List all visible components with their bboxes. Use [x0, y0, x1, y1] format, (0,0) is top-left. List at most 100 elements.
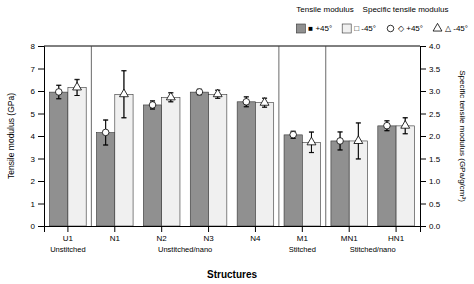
y2-axis-tick-label: 2.0 — [429, 132, 441, 141]
point — [260, 98, 269, 106]
y-axis-tick: 7 — [31, 65, 44, 74]
legend-swatch — [342, 24, 351, 33]
x-axis-title: Structures — [207, 269, 257, 280]
legend-item: ■ +45° — [296, 24, 332, 33]
x-axis-tick: M1 — [297, 226, 309, 243]
legend-swatch — [296, 24, 305, 33]
y-axis-tick-mark — [38, 69, 44, 70]
legend-header: Tensile modulus Specific tensile modulus — [296, 5, 448, 14]
y2-axis-tick-label: 2.5 — [429, 110, 441, 119]
y-axis-tick-mark — [38, 204, 44, 205]
y2-axis-tick: 0.5 — [420, 200, 441, 209]
y-axis-tick: 3 — [31, 155, 44, 164]
error-bars — [56, 85, 389, 150]
group-label: Stitched — [289, 245, 316, 254]
error-bar — [56, 85, 61, 99]
x-axis-tick-mark — [161, 226, 162, 232]
point — [73, 82, 82, 90]
x-axis-tick-mark — [255, 226, 256, 232]
y2-axis-tick-mark — [420, 159, 426, 160]
y-axis-tick-label: 4 — [31, 132, 36, 141]
point-series — [73, 71, 410, 159]
y-axis-tick: 1 — [31, 200, 44, 209]
point — [384, 122, 391, 129]
y-axis-tick-mark — [38, 159, 44, 160]
y-axis-line — [38, 47, 45, 227]
point-error-bar — [244, 97, 249, 107]
y2-axis-tick: 1.5 — [420, 155, 441, 164]
group-separator — [325, 46, 326, 226]
point-error-bar — [150, 101, 155, 109]
error-bar — [244, 97, 249, 107]
legend-label: □ -45° — [354, 24, 376, 33]
y2-axis-tick-label: 0.5 — [429, 200, 441, 209]
legend-item: ◇ +45° — [387, 24, 423, 33]
x-axis-tick: N3 — [203, 226, 214, 243]
x-axis: U1N1N2N3N4M1MN1HN1 — [45, 226, 421, 243]
x-axis-tick-label: N2 — [157, 234, 168, 243]
y-axis-tick-label: 7 — [31, 65, 36, 74]
y-axis-tick: 8 — [31, 42, 44, 51]
y-axis-tick-label: 8 — [31, 42, 36, 51]
error-bar — [150, 101, 155, 109]
bar — [143, 105, 161, 226]
legend-swatch — [433, 23, 442, 31]
point — [55, 89, 62, 96]
point — [213, 89, 222, 97]
y2-axis-tick: 4.0 — [420, 42, 441, 51]
y-axis-tick-label: 5 — [31, 110, 36, 119]
y2-axis-tick-mark — [420, 181, 426, 182]
legend: ■ +45° □ -45° ◇ +45° △ -45° Tensile modulus … — [296, 5, 468, 33]
point-error-bar — [338, 132, 343, 150]
point — [120, 89, 129, 97]
y2-axis-tick-mark — [420, 46, 426, 47]
x-axis-tick-mark — [208, 226, 209, 232]
y-axis-tick-label: 6 — [31, 87, 36, 96]
bar — [237, 102, 255, 226]
y-axis-tick-mark — [38, 91, 44, 92]
plot-frame-top — [44, 46, 420, 47]
point-error-bar — [103, 120, 108, 145]
point — [307, 137, 316, 145]
legend-label: △ -45° — [445, 24, 468, 33]
legend-item: □ -45° — [342, 24, 376, 33]
bar — [50, 92, 68, 226]
bar-series — [68, 88, 414, 226]
y-axis-tick-label: 1 — [31, 200, 36, 209]
error-bar — [197, 89, 202, 94]
x-axis-tick: N4 — [250, 226, 261, 243]
point-error-bar — [291, 131, 296, 138]
point — [401, 121, 410, 129]
y-axis-tick-mark — [38, 136, 44, 137]
y2-axis-tick-label: 1.5 — [429, 155, 441, 164]
group-label: Unstitched/nano — [158, 245, 212, 254]
y-axis: 012345678 — [31, 42, 45, 231]
y-axis-tick: 4 — [31, 132, 44, 141]
y2-axis-tick: 3.5 — [420, 65, 441, 74]
bar-series — [50, 92, 396, 226]
x-axis-tick-label: N3 — [203, 234, 214, 243]
y2-axis-tick: 1.0 — [420, 177, 441, 186]
chart: 0123456780.00.51.01.52.02.53.03.54.0U1N1… — [0, 0, 474, 284]
y-axis-tick-mark — [38, 226, 44, 227]
plot-area: 0123456780.00.51.01.52.02.53.03.54.0U1N1… — [6, 42, 467, 254]
x-axis-tick-mark — [67, 226, 68, 232]
bar — [378, 126, 396, 226]
x-axis-tick-label: M1 — [297, 234, 309, 243]
y2-axis-tick-mark — [420, 136, 426, 137]
point — [354, 136, 363, 144]
y-axis-title: Tensile modulus (GPa) — [6, 93, 16, 179]
point-error-bar — [56, 85, 61, 99]
y2-axis-tick-label: 1.0 — [429, 177, 441, 186]
error-bar — [338, 132, 343, 150]
legend-items: ■ +45° □ -45° ◇ +45° △ -45° — [296, 23, 468, 33]
legend-label: ◇ +45° — [398, 24, 423, 33]
point — [337, 138, 344, 145]
y2-axis-tick-label: 3.5 — [429, 65, 441, 74]
separators — [91, 46, 325, 226]
marks — [50, 71, 415, 226]
x-axis-tick: MN1 — [341, 226, 358, 243]
point — [196, 89, 203, 96]
y2-axis-tick-mark — [420, 91, 426, 92]
y2-axis-tick: 3.0 — [420, 87, 441, 96]
